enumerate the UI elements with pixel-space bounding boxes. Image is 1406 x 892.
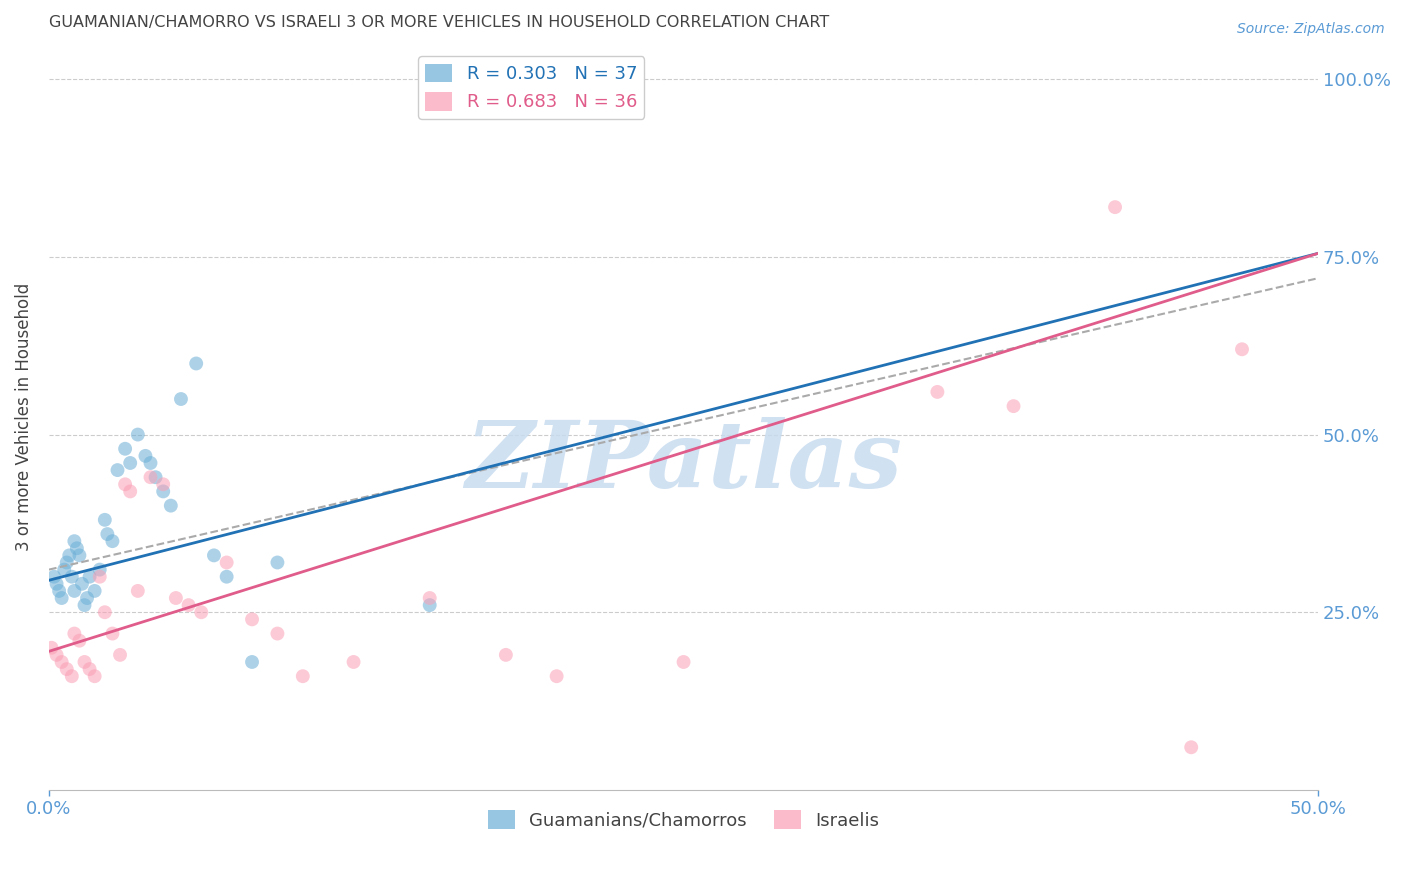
Point [159, 499, 181, 513]
Point [1180, 740, 1202, 755]
Point [63, 583, 86, 598]
Point [101, 626, 124, 640]
Point [266, 556, 288, 570]
Point [79, 662, 101, 676]
Point [89, 570, 111, 584]
Point [127, 583, 149, 598]
Point [266, 626, 288, 640]
Point [1230, 343, 1253, 357]
Point [73, 655, 96, 669]
Point [51, 655, 73, 669]
Point [73, 598, 96, 612]
Point [79, 570, 101, 584]
Point [120, 456, 142, 470]
Point [45, 576, 67, 591]
Text: Source: ZipAtlas.com: Source: ZipAtlas.com [1237, 22, 1385, 37]
Point [1104, 200, 1126, 214]
Point [48, 583, 70, 598]
Point [240, 612, 263, 626]
Point [202, 549, 225, 563]
Point [76, 591, 98, 605]
Point [240, 655, 263, 669]
Point [139, 456, 162, 470]
Point [67, 633, 90, 648]
Y-axis label: 3 or more Vehicles in Household: 3 or more Vehicles in Household [15, 283, 32, 551]
Point [170, 392, 193, 406]
Point [672, 655, 695, 669]
Legend: Guamanians/Chamorros, Israelis: Guamanians/Chamorros, Israelis [481, 803, 887, 837]
Point [89, 563, 111, 577]
Point [114, 442, 136, 456]
Point [165, 591, 187, 605]
Point [152, 477, 174, 491]
Point [83, 583, 105, 598]
Point [58, 549, 80, 563]
Point [134, 449, 156, 463]
Point [190, 605, 212, 619]
Point [419, 591, 441, 605]
Point [152, 484, 174, 499]
Point [63, 626, 86, 640]
Point [63, 534, 86, 549]
Point [127, 427, 149, 442]
Point [42, 570, 65, 584]
Point [186, 356, 208, 370]
Point [139, 470, 162, 484]
Point [70, 576, 93, 591]
Point [41, 640, 63, 655]
Point [419, 598, 441, 612]
Point [145, 470, 167, 484]
Point [45, 648, 67, 662]
Point [546, 669, 568, 683]
Point [83, 669, 105, 683]
Point [107, 463, 129, 477]
Text: GUAMANIAN/CHAMORRO VS ISRAELI 3 OR MORE VEHICLES IN HOUSEHOLD CORRELATION CHART: GUAMANIAN/CHAMORRO VS ISRAELI 3 OR MORE … [49, 15, 830, 30]
Point [108, 648, 131, 662]
Text: ZIPatlas: ZIPatlas [465, 417, 903, 507]
Point [67, 549, 90, 563]
Point [53, 563, 76, 577]
Point [495, 648, 517, 662]
Point [55, 556, 77, 570]
Point [177, 598, 200, 612]
Point [101, 534, 124, 549]
Point [94, 605, 117, 619]
Point [114, 477, 136, 491]
Point [215, 556, 238, 570]
Point [60, 570, 83, 584]
Point [1002, 399, 1025, 413]
Point [291, 669, 314, 683]
Point [342, 655, 364, 669]
Point [96, 527, 118, 541]
Point [94, 513, 117, 527]
Point [927, 384, 949, 399]
Point [60, 669, 83, 683]
Point [55, 662, 77, 676]
Point [51, 591, 73, 605]
Point [120, 484, 142, 499]
Point [215, 570, 238, 584]
Point [66, 541, 89, 556]
